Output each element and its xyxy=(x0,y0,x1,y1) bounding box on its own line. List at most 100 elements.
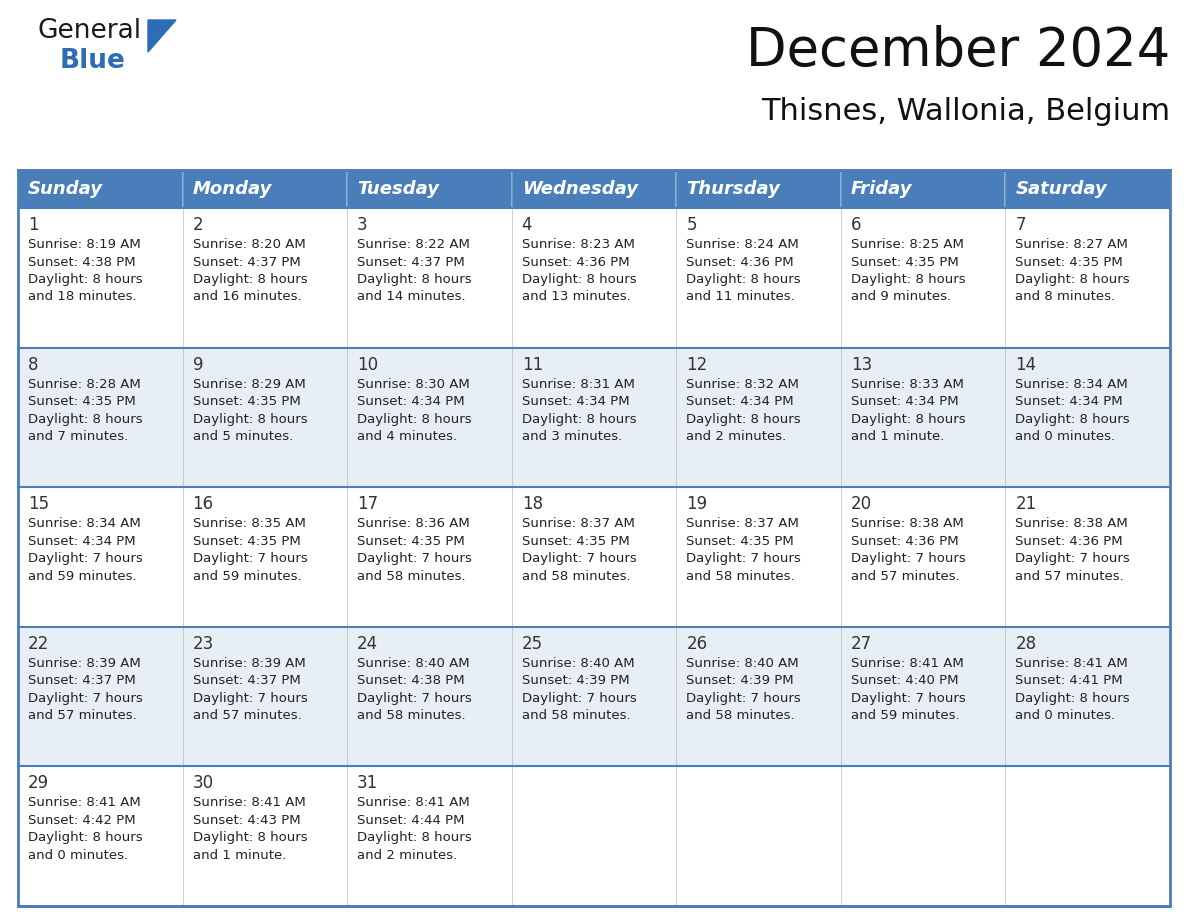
Bar xyxy=(1005,170,1170,208)
Text: and 8 minutes.: and 8 minutes. xyxy=(1016,290,1116,304)
Bar xyxy=(841,767,1005,906)
Text: and 59 minutes.: and 59 minutes. xyxy=(851,710,960,722)
Text: 11: 11 xyxy=(522,355,543,374)
Text: Sunrise: 8:35 AM: Sunrise: 8:35 AM xyxy=(192,517,305,531)
Text: 17: 17 xyxy=(358,495,378,513)
Text: and 4 minutes.: and 4 minutes. xyxy=(358,431,457,443)
Text: Sunrise: 8:38 AM: Sunrise: 8:38 AM xyxy=(1016,517,1129,531)
Text: Saturday: Saturday xyxy=(1016,180,1107,198)
Text: Daylight: 8 hours: Daylight: 8 hours xyxy=(1016,692,1130,705)
Text: 23: 23 xyxy=(192,635,214,653)
Text: 29: 29 xyxy=(29,775,49,792)
Text: 9: 9 xyxy=(192,355,203,374)
Text: Sunset: 4:40 PM: Sunset: 4:40 PM xyxy=(851,675,959,688)
Text: 8: 8 xyxy=(29,355,38,374)
Text: Sunrise: 8:41 AM: Sunrise: 8:41 AM xyxy=(29,797,140,810)
Text: Sunrise: 8:41 AM: Sunrise: 8:41 AM xyxy=(192,797,305,810)
Bar xyxy=(1005,627,1170,767)
Bar xyxy=(1005,487,1170,627)
Text: Sunset: 4:35 PM: Sunset: 4:35 PM xyxy=(522,534,630,548)
Bar xyxy=(676,348,841,487)
Text: Sunset: 4:34 PM: Sunset: 4:34 PM xyxy=(687,395,794,409)
Bar xyxy=(183,767,347,906)
Text: Sunset: 4:35 PM: Sunset: 4:35 PM xyxy=(851,255,959,268)
Text: 24: 24 xyxy=(358,635,378,653)
Text: 18: 18 xyxy=(522,495,543,513)
Bar xyxy=(512,627,676,767)
Bar xyxy=(676,170,841,208)
Text: and 57 minutes.: and 57 minutes. xyxy=(1016,570,1124,583)
Text: Daylight: 7 hours: Daylight: 7 hours xyxy=(29,553,143,565)
Text: 7: 7 xyxy=(1016,216,1026,234)
Text: Sunrise: 8:30 AM: Sunrise: 8:30 AM xyxy=(358,377,470,390)
Text: Sunrise: 8:40 AM: Sunrise: 8:40 AM xyxy=(358,656,469,670)
Bar xyxy=(841,208,1005,348)
Bar xyxy=(676,767,841,906)
Text: December 2024: December 2024 xyxy=(746,25,1170,77)
Text: and 59 minutes.: and 59 minutes. xyxy=(192,570,302,583)
Text: and 5 minutes.: and 5 minutes. xyxy=(192,431,292,443)
Text: Sunset: 4:35 PM: Sunset: 4:35 PM xyxy=(29,395,135,409)
Bar xyxy=(183,627,347,767)
Text: 28: 28 xyxy=(1016,635,1037,653)
Text: Daylight: 8 hours: Daylight: 8 hours xyxy=(192,832,308,845)
Text: Sunrise: 8:38 AM: Sunrise: 8:38 AM xyxy=(851,517,963,531)
Text: Daylight: 8 hours: Daylight: 8 hours xyxy=(522,412,637,426)
Bar xyxy=(512,208,676,348)
Text: Tuesday: Tuesday xyxy=(358,180,440,198)
Text: Sunrise: 8:29 AM: Sunrise: 8:29 AM xyxy=(192,377,305,390)
Text: and 13 minutes.: and 13 minutes. xyxy=(522,290,631,304)
Bar xyxy=(841,170,1005,208)
Text: Sunrise: 8:40 AM: Sunrise: 8:40 AM xyxy=(522,656,634,670)
Text: and 11 minutes.: and 11 minutes. xyxy=(687,290,795,304)
Text: Sunset: 4:36 PM: Sunset: 4:36 PM xyxy=(851,534,959,548)
Text: Daylight: 8 hours: Daylight: 8 hours xyxy=(358,273,472,286)
Bar xyxy=(18,208,183,348)
Text: Daylight: 7 hours: Daylight: 7 hours xyxy=(192,553,308,565)
Text: Sunrise: 8:27 AM: Sunrise: 8:27 AM xyxy=(1016,238,1129,251)
Text: Daylight: 7 hours: Daylight: 7 hours xyxy=(522,692,637,705)
Text: 22: 22 xyxy=(29,635,49,653)
Text: Daylight: 7 hours: Daylight: 7 hours xyxy=(29,692,143,705)
Text: and 1 minute.: and 1 minute. xyxy=(851,431,944,443)
Text: Wednesday: Wednesday xyxy=(522,180,638,198)
Text: and 0 minutes.: and 0 minutes. xyxy=(1016,710,1116,722)
Bar xyxy=(676,208,841,348)
Text: Daylight: 7 hours: Daylight: 7 hours xyxy=(687,692,801,705)
Text: Sunrise: 8:36 AM: Sunrise: 8:36 AM xyxy=(358,517,470,531)
Bar xyxy=(512,767,676,906)
Bar xyxy=(18,487,183,627)
Bar xyxy=(347,627,512,767)
Polygon shape xyxy=(148,20,176,52)
Text: 26: 26 xyxy=(687,635,707,653)
Text: Daylight: 8 hours: Daylight: 8 hours xyxy=(192,273,308,286)
Bar xyxy=(347,487,512,627)
Text: 30: 30 xyxy=(192,775,214,792)
Text: and 58 minutes.: and 58 minutes. xyxy=(358,710,466,722)
Text: 4: 4 xyxy=(522,216,532,234)
Text: Daylight: 8 hours: Daylight: 8 hours xyxy=(687,273,801,286)
Text: and 57 minutes.: and 57 minutes. xyxy=(29,710,137,722)
Bar xyxy=(841,627,1005,767)
Text: 2: 2 xyxy=(192,216,203,234)
Text: Daylight: 8 hours: Daylight: 8 hours xyxy=(29,832,143,845)
Bar xyxy=(676,487,841,627)
Text: Sunset: 4:35 PM: Sunset: 4:35 PM xyxy=(192,395,301,409)
Text: Sunset: 4:38 PM: Sunset: 4:38 PM xyxy=(358,675,465,688)
Text: Sunset: 4:43 PM: Sunset: 4:43 PM xyxy=(192,814,301,827)
Text: Daylight: 8 hours: Daylight: 8 hours xyxy=(358,412,472,426)
Text: 21: 21 xyxy=(1016,495,1037,513)
Text: Sunset: 4:35 PM: Sunset: 4:35 PM xyxy=(358,534,465,548)
Bar xyxy=(183,348,347,487)
Text: Daylight: 8 hours: Daylight: 8 hours xyxy=(1016,273,1130,286)
Text: Sunrise: 8:31 AM: Sunrise: 8:31 AM xyxy=(522,377,634,390)
Text: Daylight: 8 hours: Daylight: 8 hours xyxy=(358,832,472,845)
Text: 12: 12 xyxy=(687,355,708,374)
Text: Sunrise: 8:20 AM: Sunrise: 8:20 AM xyxy=(192,238,305,251)
Text: 16: 16 xyxy=(192,495,214,513)
Text: Sunset: 4:34 PM: Sunset: 4:34 PM xyxy=(29,534,135,548)
Text: Sunset: 4:35 PM: Sunset: 4:35 PM xyxy=(1016,255,1123,268)
Text: Sunset: 4:44 PM: Sunset: 4:44 PM xyxy=(358,814,465,827)
Text: Sunrise: 8:37 AM: Sunrise: 8:37 AM xyxy=(522,517,634,531)
Bar xyxy=(347,767,512,906)
